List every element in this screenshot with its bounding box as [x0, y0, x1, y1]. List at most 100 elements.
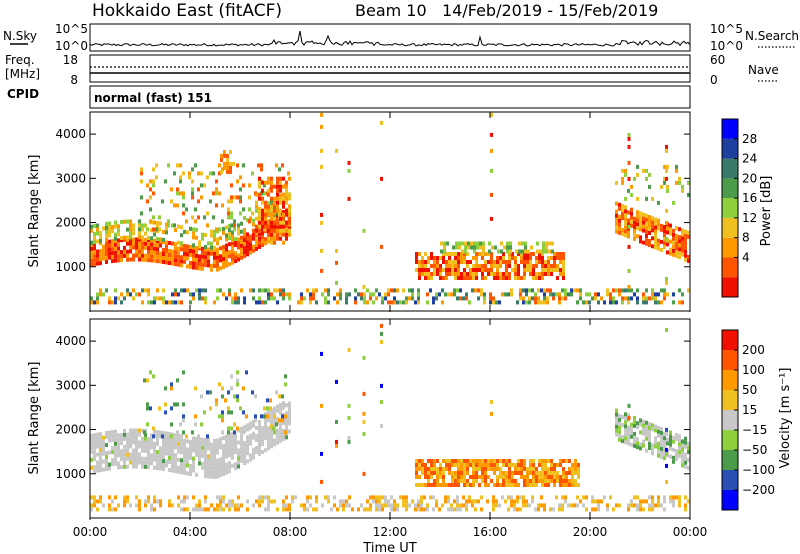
velocity-cell	[454, 471, 457, 475]
power-cell	[176, 163, 179, 168]
velocity-cell	[156, 458, 159, 463]
velocity-cell	[481, 459, 484, 463]
power-cell	[213, 300, 216, 305]
power-cell	[550, 256, 553, 260]
velocity-cell	[430, 483, 433, 487]
velocity-cell	[550, 467, 553, 471]
velocity-cell	[372, 495, 375, 500]
power-cell	[278, 211, 281, 216]
velocity-cell	[282, 507, 285, 512]
power-cell	[191, 191, 194, 196]
power-cell	[200, 183, 203, 188]
velocity-cell	[222, 460, 225, 464]
velocity-cell	[252, 503, 255, 508]
velocity-cell	[183, 470, 186, 475]
power-cell	[663, 180, 666, 185]
power-cell	[339, 292, 342, 297]
velocity-cell	[654, 428, 657, 433]
power-cell	[135, 237, 138, 242]
velocity-cell	[462, 495, 465, 500]
velocity-cell	[534, 507, 537, 512]
velocity-cell	[375, 499, 378, 504]
power-cell	[144, 257, 147, 262]
power-cell	[487, 260, 490, 264]
velocity-cell	[201, 437, 204, 442]
velocity-cell	[279, 434, 282, 439]
power-cell	[448, 260, 451, 264]
power-cell	[648, 239, 651, 243]
velocity-cell	[120, 453, 123, 458]
velocity-cell	[402, 495, 405, 500]
velocity-cell	[246, 435, 249, 440]
velocity-cell	[478, 463, 481, 467]
velocity-cell	[288, 405, 291, 410]
velocity-cell	[538, 463, 541, 467]
power-cell	[411, 292, 414, 297]
power-cell	[263, 191, 266, 196]
velocity-cell	[447, 495, 450, 500]
velocity-cell	[642, 507, 645, 512]
power-cell	[438, 292, 441, 297]
power-cell	[615, 217, 618, 222]
velocity-cell	[550, 471, 553, 475]
power-cell	[418, 264, 421, 268]
power-cell	[418, 276, 421, 280]
velocity-cell	[234, 434, 237, 439]
velocity-cell	[390, 503, 393, 508]
velocity-cell	[258, 499, 261, 504]
velocity-cell	[153, 449, 156, 454]
velocity-cell	[152, 434, 155, 439]
velocity-cell	[630, 503, 633, 508]
power-cell	[273, 216, 276, 221]
velocity-cell	[132, 440, 135, 445]
velocity-cell	[511, 471, 514, 475]
power-cell	[347, 168, 351, 173]
power-cell	[459, 296, 462, 301]
power-cell	[222, 226, 225, 231]
velocity-cell	[654, 436, 657, 441]
velocity-cell	[189, 464, 192, 468]
power-cell	[152, 179, 155, 184]
power-cell	[138, 231, 141, 236]
power-cell	[439, 276, 442, 280]
velocity-cell	[522, 503, 525, 508]
power-cell	[636, 288, 639, 293]
power-cell	[457, 264, 460, 268]
power-cell	[651, 228, 654, 233]
power-cell	[660, 227, 663, 232]
velocity-cell	[138, 452, 141, 457]
power-cell	[345, 296, 348, 301]
power-cell	[93, 232, 96, 237]
power-cell	[642, 292, 645, 297]
power-cell	[687, 234, 690, 239]
velocity-cell	[624, 412, 627, 417]
power-cell	[366, 288, 369, 293]
velocity-cell	[678, 442, 681, 447]
power-cell	[463, 252, 466, 256]
power-cell	[499, 272, 502, 276]
velocity-cell	[528, 503, 531, 508]
velocity-cell	[138, 440, 141, 445]
velocity-cell	[496, 475, 499, 479]
velocity-cell	[366, 499, 369, 504]
velocity-cell	[439, 467, 442, 471]
power-cell	[222, 249, 225, 253]
power-cell	[537, 300, 540, 305]
velocity-cell	[402, 499, 405, 504]
velocity-cell	[636, 437, 639, 442]
power-cell	[96, 249, 99, 254]
velocity-cell	[648, 442, 651, 446]
power-cell	[469, 268, 472, 272]
velocity-cell	[270, 428, 273, 433]
power-cell	[275, 163, 278, 168]
velocity-cell	[663, 507, 666, 512]
power-cell	[520, 256, 523, 260]
velocity-cell	[132, 452, 135, 457]
power-cell	[627, 188, 630, 193]
velocity-cell	[180, 434, 183, 439]
power-cell	[570, 292, 573, 297]
velocity-cell	[159, 430, 162, 435]
power-cell	[517, 276, 520, 280]
velocity-cell	[284, 430, 287, 435]
power-cell	[174, 262, 177, 267]
